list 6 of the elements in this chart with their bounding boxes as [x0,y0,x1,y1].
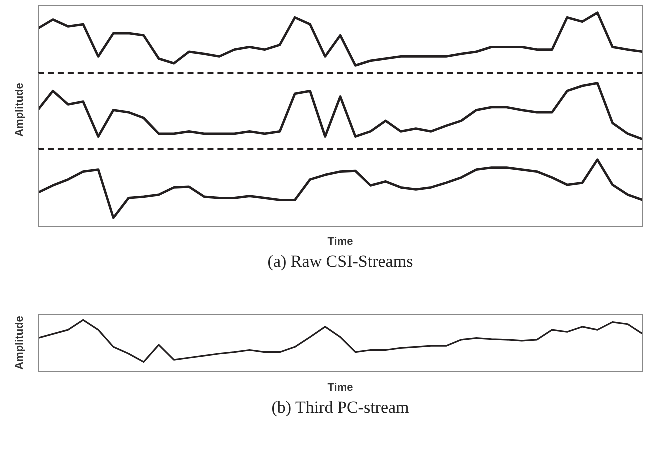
y-axis-title: Amplitude [14,316,26,370]
text: (a) Raw CSI-Streams [266,252,414,272]
y-axis-title: Amplitude [14,83,26,137]
x-axis-title: Time [326,382,354,394]
text: (b) Third PC-stream [270,398,410,418]
x-axis-title: Time [326,236,354,248]
